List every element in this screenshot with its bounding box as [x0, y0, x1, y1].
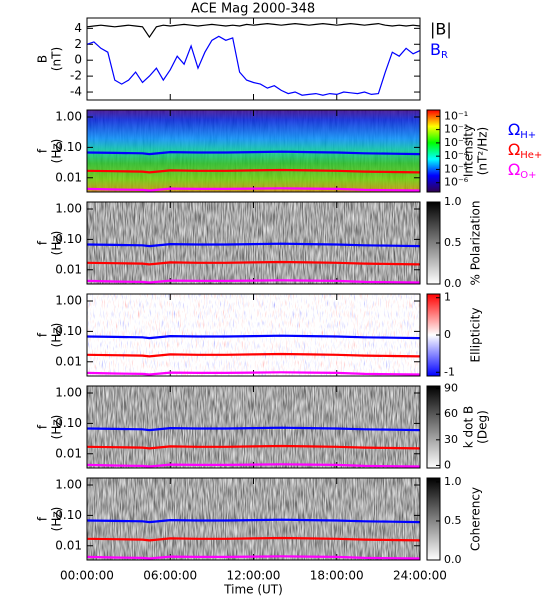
colorbar-tick-label: 0: [444, 328, 451, 341]
colorbar-label: (Deg): [476, 410, 490, 444]
colorbar-tick-label: 10⁻⁵: [444, 162, 468, 175]
series-line: [86, 260, 421, 266]
plot-frame: [86, 293, 421, 377]
colorbar-tick-label: 30: [444, 433, 458, 446]
colorbar-tick-label: 0.0: [444, 277, 462, 290]
y-axis-label: f: [36, 516, 50, 521]
series-line: [86, 334, 421, 340]
y-tick-label: -2: [70, 69, 82, 83]
series-line: [86, 536, 421, 542]
y-tick-label: 0.10: [55, 416, 82, 430]
colorbar-tick-label: 60: [444, 407, 458, 420]
y-tick-label: 0.01: [55, 446, 82, 460]
series-line: [86, 242, 421, 248]
series-line: [86, 555, 421, 560]
colorbar-label: Intensity: [462, 125, 476, 177]
legend-entry: ΩO+: [508, 160, 536, 182]
colorbar-label: % Polarization: [469, 201, 483, 286]
y-axis-label: (Hz): [50, 139, 64, 164]
colorbar-tick-label: 0.0: [444, 553, 462, 566]
y-tick-label: 1.00: [55, 202, 82, 216]
x-tick-label: 06:00:00: [143, 569, 197, 583]
y-axis-label: f: [36, 148, 50, 153]
plot-frame: [86, 17, 421, 101]
y-tick-label: 0.10: [55, 232, 82, 246]
colorbar-tick-label: 0.5: [444, 236, 462, 249]
colorbar-label: k dot B: [462, 406, 476, 448]
colorbar-tick-label: 1.0: [444, 475, 462, 488]
colorbar-tick-label: 10⁻¹: [444, 109, 468, 122]
colorbar-tick-label: 0.5: [444, 514, 462, 527]
series-line: [86, 168, 421, 174]
colorbar: [426, 477, 441, 561]
plot-frame: [86, 201, 421, 285]
colorbar: [426, 385, 441, 469]
colorbar-tick-label: 90: [444, 382, 458, 395]
series-line: [86, 426, 421, 432]
y-tick-label: 0.10: [55, 508, 82, 522]
y-axis-label: (Hz): [50, 231, 64, 256]
y-tick-label: 0: [74, 53, 82, 67]
y-tick-label: 0.10: [55, 324, 82, 338]
x-tick-label: 12:00:00: [227, 569, 281, 583]
series-line: [86, 22, 421, 39]
series-line: [86, 187, 421, 192]
y-axis-label: f: [36, 240, 50, 245]
y-axis-label: B: [36, 55, 50, 63]
plot-frame: [86, 109, 421, 193]
y-tick-label: 0.01: [55, 262, 82, 276]
y-axis-label: (nT): [50, 47, 64, 71]
y-tick-label: 0.10: [55, 140, 82, 154]
series-line: [86, 279, 421, 284]
y-tick-label: 0.01: [55, 170, 82, 184]
colorbar-label: Coherency: [469, 487, 483, 551]
x-tick-label: 24:00:00: [393, 569, 447, 583]
y-axis-label: (Hz): [50, 415, 64, 440]
series-line: [86, 371, 421, 376]
colorbar-tick-label: -1: [444, 365, 455, 378]
y-tick-label: 0.01: [55, 538, 82, 552]
x-tick-label: 00:00:00: [60, 569, 114, 583]
colorbar-tick-label: 10⁻²: [444, 123, 468, 136]
y-tick-label: 1.00: [55, 478, 82, 492]
colorbar: [426, 109, 441, 193]
x-tick-label: 18:00:00: [310, 569, 364, 583]
colorbar-tick-label: 0: [444, 458, 451, 471]
y-tick-label: 2: [74, 37, 82, 51]
y-axis-label: (Hz): [50, 507, 64, 532]
plot-frame: [86, 385, 421, 469]
legend-entry: ΩHe+: [508, 140, 542, 162]
series-line: [86, 35, 421, 96]
colorbar-tick-label: 10⁻³: [444, 136, 468, 149]
y-tick-label: -4: [70, 85, 82, 99]
colorbar-label: (nT²/Hz): [476, 127, 490, 175]
colorbar-tick-label: 10⁻⁶: [444, 176, 469, 189]
y-axis-label: f: [36, 424, 50, 429]
legend-entry: ΩH+: [508, 120, 536, 142]
chart-title: ACE Mag 2000-348: [191, 2, 315, 17]
y-tick-label: 1.00: [55, 386, 82, 400]
colorbar-tick-label: 1.0: [444, 195, 462, 208]
legend-entry: BR: [430, 40, 448, 62]
y-tick-label: 1.00: [55, 110, 82, 124]
series-line: [86, 150, 421, 156]
series-line: [86, 444, 421, 450]
y-axis-label: f: [36, 332, 50, 337]
series-line: [86, 463, 421, 468]
y-tick-label: 0.01: [55, 354, 82, 368]
colorbar-label: Ellipticity: [469, 308, 483, 363]
legend-entry: |B|: [430, 20, 452, 39]
colorbar-tick-label: 1: [444, 291, 451, 304]
y-axis-label: (Hz): [50, 323, 64, 348]
x-axis-label: Time (UT): [223, 583, 283, 597]
plot-frame: [86, 477, 421, 561]
series-line: [86, 518, 421, 524]
colorbar-tick-label: 10⁻⁴: [444, 149, 469, 162]
y-tick-label: 1.00: [55, 294, 82, 308]
series-line: [86, 352, 421, 358]
y-tick-label: 4: [74, 21, 82, 35]
